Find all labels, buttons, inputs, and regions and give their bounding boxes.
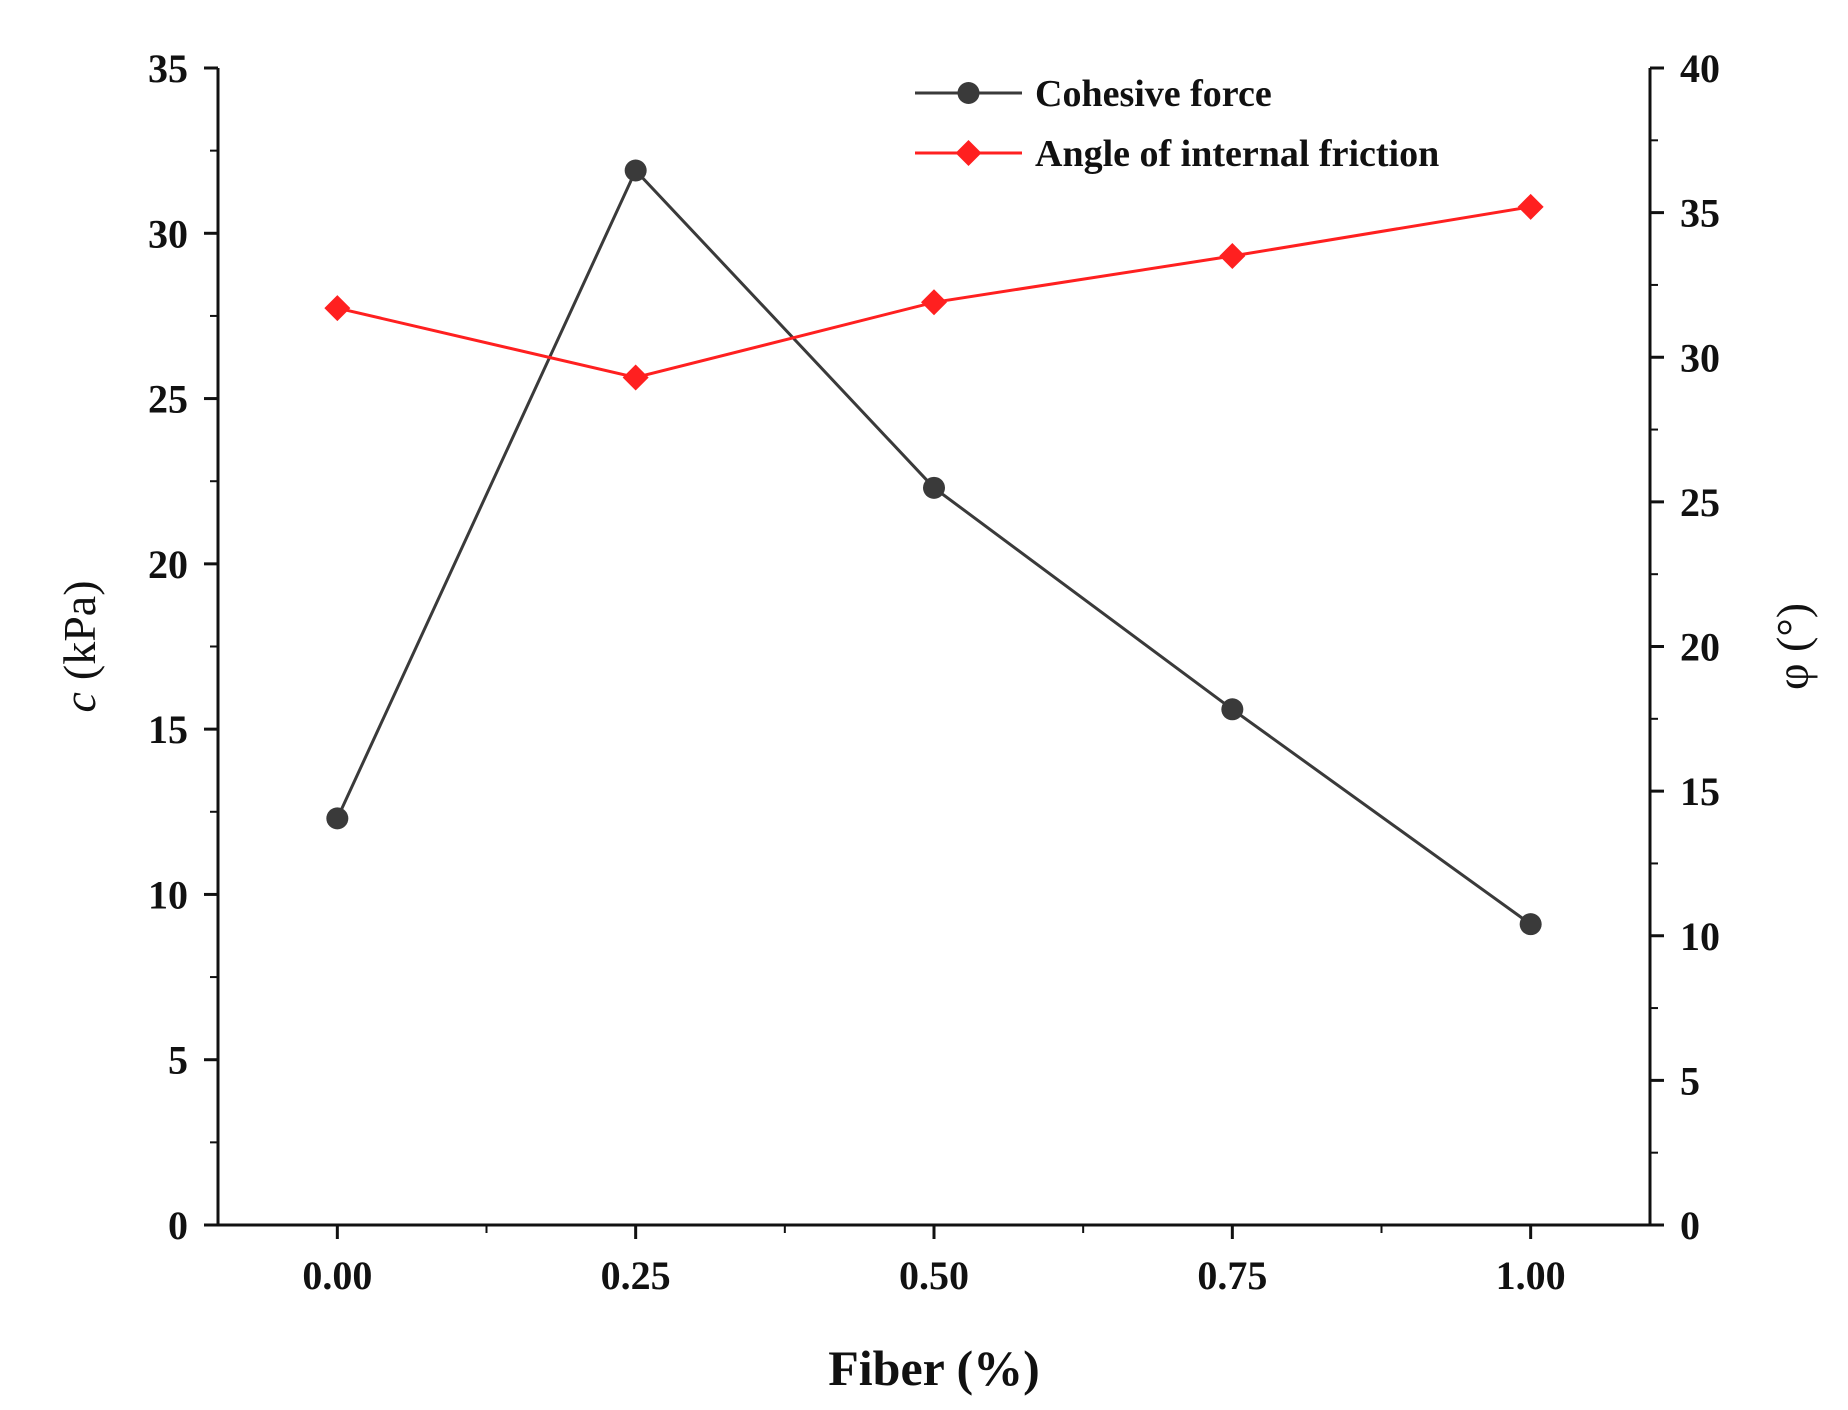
series-layer <box>324 159 1544 936</box>
right-tick-label: 15 <box>1680 769 1720 814</box>
right-axis-title: φ (°) <box>1767 603 1818 690</box>
legend-marker <box>957 82 980 104</box>
x-axis-title: Fiber (%) <box>828 1340 1040 1396</box>
data-point <box>923 476 945 499</box>
right-tick-label: 10 <box>1680 914 1720 959</box>
left-tick-label: 30 <box>148 211 188 256</box>
left-axis-title-symbol: c <box>54 692 105 712</box>
legend-label: Angle of internal friction <box>1035 133 1439 175</box>
series-line <box>335 167 1532 926</box>
left-axis-title-unit: (kPa) <box>54 580 105 680</box>
series-cohesive-force <box>326 159 1542 936</box>
data-point <box>624 159 647 182</box>
right-tick-label: 35 <box>1680 191 1720 236</box>
left-tick-label: 0 <box>168 1203 188 1248</box>
data-point <box>622 364 649 391</box>
x-tick-label: 0.75 <box>1197 1253 1267 1298</box>
data-point <box>1517 193 1544 220</box>
legend-marker <box>955 140 982 166</box>
left-axis-title: c (kPa) <box>54 580 105 712</box>
left-tick-label: 5 <box>168 1038 188 1083</box>
data-point <box>324 295 351 322</box>
x-tick-label: 0.25 <box>601 1253 671 1298</box>
data-point <box>1221 698 1244 721</box>
right-tick-label: 25 <box>1680 480 1720 525</box>
data-point <box>326 807 349 830</box>
right-tick-label: 30 <box>1680 335 1720 380</box>
left-tick-label: 35 <box>148 46 188 91</box>
data-point <box>1219 243 1246 270</box>
right-tick-label: 5 <box>1680 1058 1700 1103</box>
axes: 0 5 10 15 20 25 30 35 0 5 10 15 20 25 30 35 40 0.00 0.25 0.… <box>54 46 1818 1396</box>
x-tick-label: 1.00 <box>1496 1253 1566 1298</box>
legend-item: Cohesive force <box>915 73 1272 115</box>
left-tick-label: 25 <box>148 377 188 422</box>
left-tick-label: 20 <box>148 542 188 587</box>
right-tick-label: 0 <box>1680 1203 1700 1248</box>
left-tick-label: 15 <box>148 707 188 752</box>
right-tick-label: 40 <box>1680 46 1720 91</box>
legend-label: Cohesive force <box>1035 73 1272 115</box>
series-angle-of-internal-friction <box>324 193 1544 391</box>
legend: Cohesive force Angle of internal friction <box>915 73 1439 175</box>
x-tick-label: 0.50 <box>899 1253 969 1298</box>
data-point <box>921 289 947 316</box>
x-tick-label: 0.00 <box>302 1253 372 1298</box>
data-point <box>1519 913 1542 936</box>
left-tick-label: 10 <box>148 872 188 917</box>
legend-item: Angle of internal friction <box>915 133 1439 175</box>
right-tick-label: 20 <box>1680 625 1720 670</box>
